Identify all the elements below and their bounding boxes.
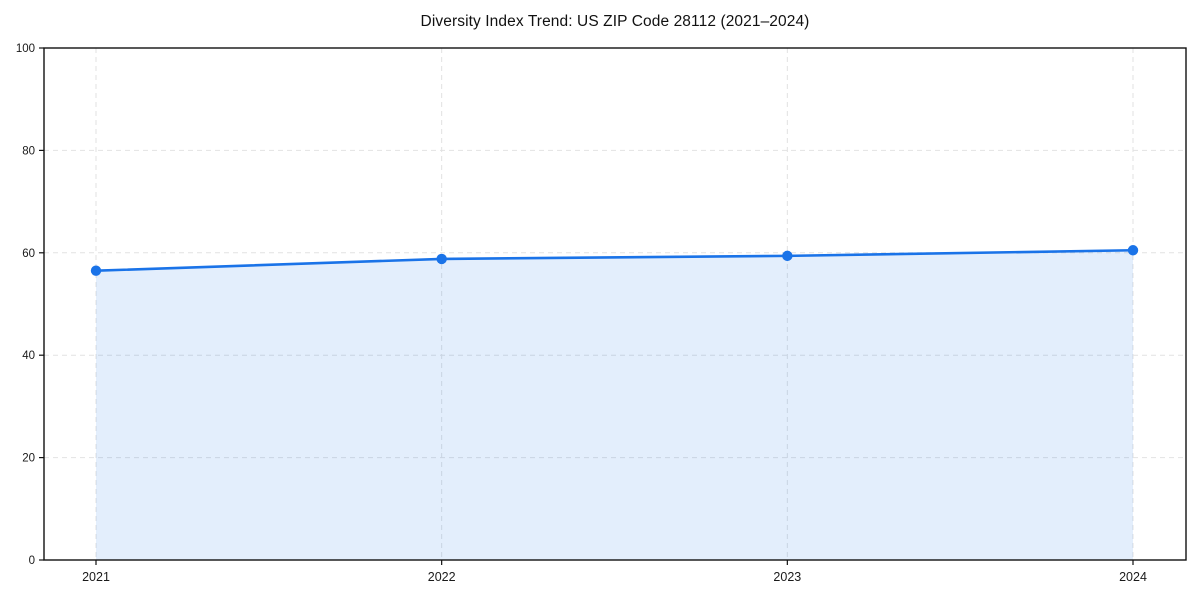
data-point [436,253,447,265]
y-tick-label: 40 [22,350,35,362]
y-tick-label: 60 [22,248,35,260]
y-tick-label: 0 [29,555,35,567]
plot-border [43,47,1187,561]
x-tick-label: 2024 [1119,570,1147,584]
x-tick-label: 2021 [82,570,110,584]
data-point [90,265,102,276]
x-tick-label: 2023 [773,570,801,584]
area-fill [96,250,1133,561]
data-point [782,250,793,262]
y-tick-label: 80 [22,145,35,157]
y-tick-label: 100 [16,43,35,55]
chart-title: Diversity Index Trend: US ZIP Code 28112… [420,13,810,30]
trend-line [94,248,1135,273]
y-tick-label: 20 [22,453,35,465]
x-tick-label: 2022 [428,570,456,584]
data-point [1127,245,1139,256]
